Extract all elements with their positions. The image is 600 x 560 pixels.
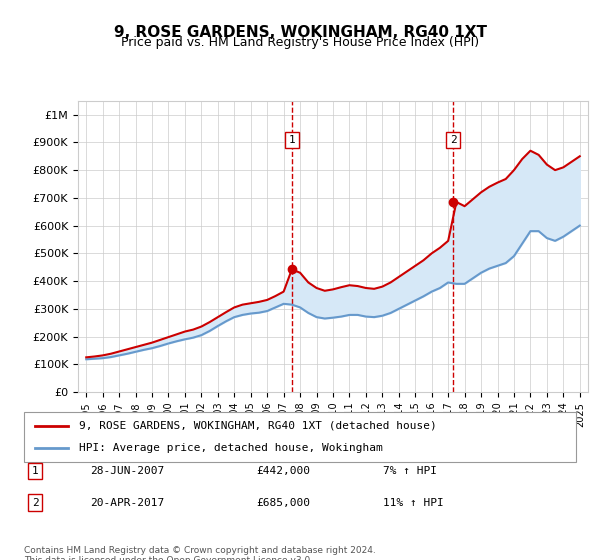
Text: 11% ↑ HPI: 11% ↑ HPI bbox=[383, 498, 443, 508]
Text: £442,000: £442,000 bbox=[256, 466, 310, 476]
Text: 1: 1 bbox=[289, 135, 295, 145]
Text: 7% ↑ HPI: 7% ↑ HPI bbox=[383, 466, 437, 476]
Text: 1: 1 bbox=[32, 466, 38, 476]
Text: 2: 2 bbox=[32, 498, 38, 508]
Text: Price paid vs. HM Land Registry's House Price Index (HPI): Price paid vs. HM Land Registry's House … bbox=[121, 36, 479, 49]
Text: 20-APR-2017: 20-APR-2017 bbox=[90, 498, 164, 508]
FancyBboxPatch shape bbox=[24, 412, 576, 462]
Text: HPI: Average price, detached house, Wokingham: HPI: Average price, detached house, Woki… bbox=[79, 443, 383, 453]
Text: Contains HM Land Registry data © Crown copyright and database right 2024.
This d: Contains HM Land Registry data © Crown c… bbox=[24, 546, 376, 560]
Text: 9, ROSE GARDENS, WOKINGHAM, RG40 1XT (detached house): 9, ROSE GARDENS, WOKINGHAM, RG40 1XT (de… bbox=[79, 421, 437, 431]
Text: 2: 2 bbox=[450, 135, 457, 145]
Text: 28-JUN-2007: 28-JUN-2007 bbox=[90, 466, 164, 476]
Text: 9, ROSE GARDENS, WOKINGHAM, RG40 1XT: 9, ROSE GARDENS, WOKINGHAM, RG40 1XT bbox=[113, 25, 487, 40]
Text: £685,000: £685,000 bbox=[256, 498, 310, 508]
